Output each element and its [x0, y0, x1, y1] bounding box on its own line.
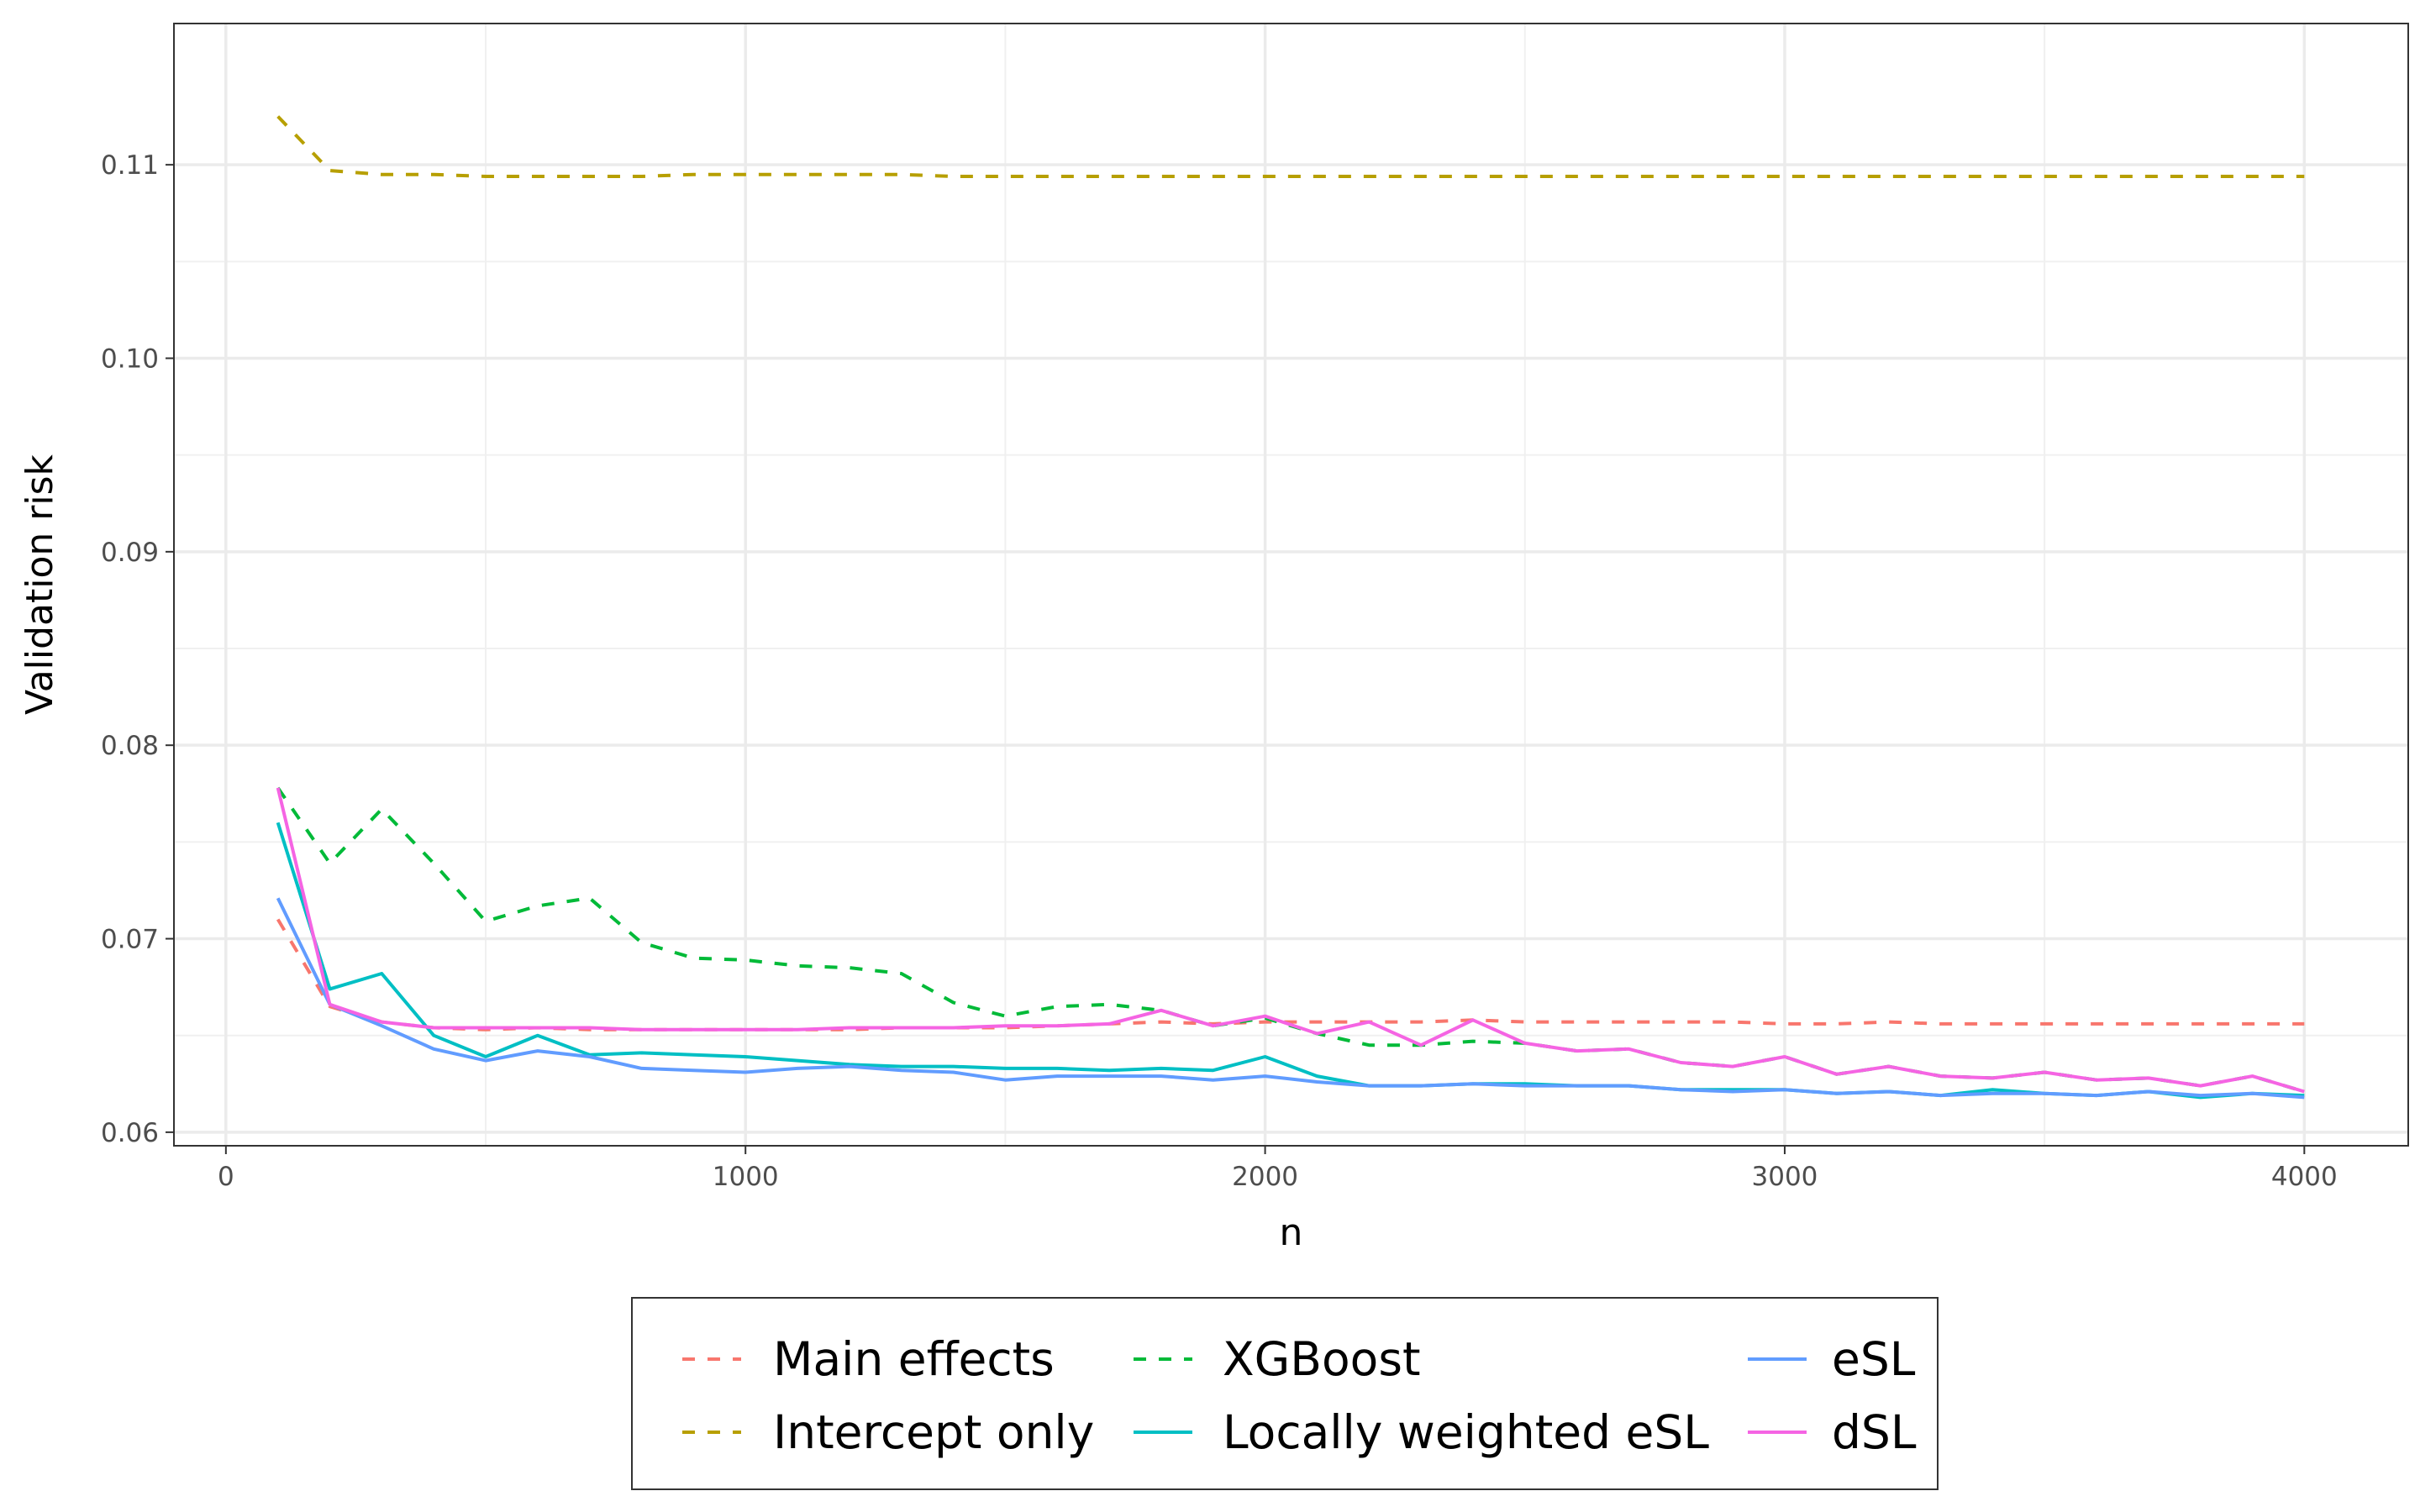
y-axis-title: Validation risk	[18, 454, 61, 714]
legend-label: Locally weighted eSL	[1223, 1405, 1709, 1459]
series-line-esl	[276, 897, 2305, 1100]
x-tick-label: 1000	[713, 1162, 779, 1192]
x-tick-label: 3000	[1752, 1162, 1818, 1192]
x-axis-title: n	[1280, 1211, 1303, 1254]
y-axis: 0.06 0.07 0.08 0.09 0.10 0.11	[101, 150, 174, 1148]
legend: Main effects Intercept only XGBoost Locally…	[631, 1297, 1939, 1490]
y-tick-label: 0.10	[101, 344, 159, 374]
legend-label: XGBoost	[1223, 1332, 1421, 1386]
y-tick-label: 0.08	[101, 731, 159, 761]
x-tick-label: 0	[218, 1162, 234, 1192]
y-tick-label: 0.07	[101, 925, 159, 955]
y-tick-label: 0.06	[101, 1118, 159, 1148]
series-line-locally-weighted-esl	[276, 822, 2305, 1100]
legend-label: Intercept only	[773, 1405, 1094, 1459]
legend-box	[631, 1297, 1939, 1490]
panel-border	[173, 23, 2409, 1147]
plot-panel	[173, 23, 2409, 1147]
legend-label: Main effects	[773, 1332, 1055, 1386]
x-tick-label: 4000	[2271, 1162, 2338, 1192]
x-tick-label: 2000	[1232, 1162, 1298, 1192]
y-tick-label: 0.09	[101, 538, 159, 568]
y-tick-label: 0.11	[101, 150, 159, 181]
gridlines	[174, 24, 2408, 1146]
legend-label: dSL	[1832, 1405, 1917, 1459]
x-axis: 0 1000 2000 3000 4000	[218, 1146, 2338, 1192]
legend-label: eSL	[1832, 1332, 1916, 1386]
series-layer	[276, 115, 2305, 1100]
series-line-intercept-only	[276, 115, 2305, 178]
series-line-dsl	[276, 787, 2305, 1094]
